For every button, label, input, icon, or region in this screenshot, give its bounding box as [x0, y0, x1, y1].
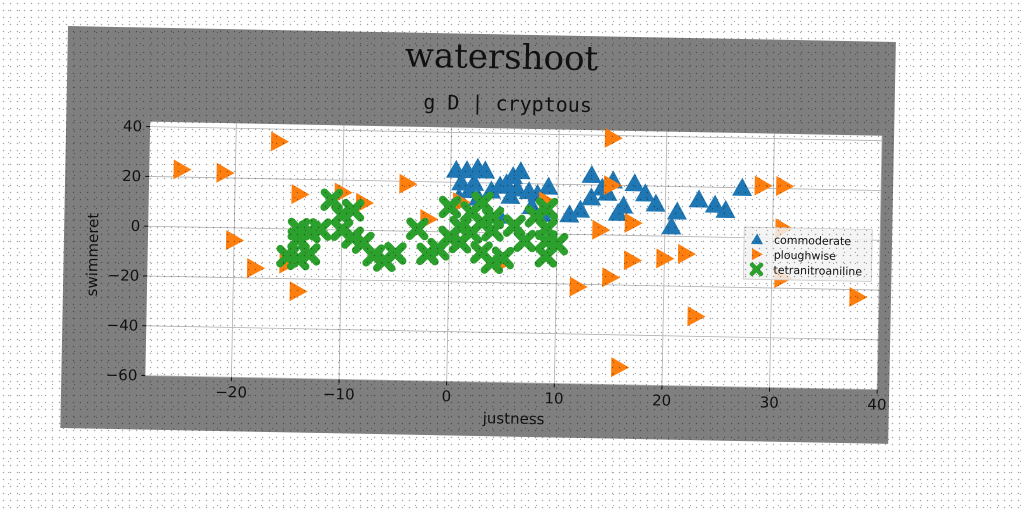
- ploughwise-point: [754, 175, 773, 196]
- commoderate-point: [500, 185, 521, 205]
- tetranitroaniline-point: [309, 218, 332, 241]
- ploughwise-point: [225, 230, 245, 251]
- ploughwise-point: [270, 131, 290, 152]
- ploughwise-point: [687, 306, 706, 327]
- ploughwise-point: [656, 248, 675, 269]
- commoderate-point: [559, 204, 580, 223]
- y-grid-line: [147, 275, 880, 291]
- data-markers: [173, 127, 868, 378]
- y-axis-label: swimmeret: [83, 212, 103, 296]
- legend-box: [742, 226, 873, 282]
- commoderate-point: [666, 201, 687, 220]
- y-tick-label: −60: [106, 366, 138, 385]
- y-tick-label: 20: [122, 167, 141, 185]
- y-grid-line: [146, 325, 879, 341]
- y-grid-line: [145, 375, 878, 391]
- ploughwise-point: [592, 219, 611, 240]
- tetranitroaniline-point: [459, 221, 483, 244]
- y-grid-line: [150, 126, 882, 142]
- x-tick-label: 0: [441, 387, 451, 405]
- x-axis-label: justness: [482, 409, 545, 428]
- ploughwise-point: [603, 175, 622, 196]
- chart-subtitle: g D | cryptous: [423, 90, 592, 117]
- tetranitroaniline-point: [438, 195, 462, 219]
- y-tick-label: −40: [106, 316, 138, 335]
- ploughwise-point: [216, 162, 235, 183]
- commoderate-point: [715, 199, 736, 219]
- x-tick-label: 30: [760, 393, 779, 411]
- commoderate-point: [688, 189, 709, 208]
- commoderate-point: [570, 199, 591, 218]
- axis-ticks: −20 −10 0 10 20 30 40 −60 −40 −20 0 20 40: [106, 117, 887, 414]
- commoderate-point: [451, 172, 472, 191]
- legend-label-ploughwise: ploughwise: [774, 249, 837, 263]
- commoderate-point: [732, 177, 753, 196]
- commoderate-point: [624, 173, 645, 192]
- ploughwise-point: [604, 127, 623, 148]
- commoderate-point: [661, 216, 682, 235]
- legend-marker-tetranitroaniline: [749, 262, 764, 277]
- commoderate-point: [581, 164, 602, 184]
- tetranitroaniline-point: [481, 218, 505, 242]
- ploughwise-point: [624, 212, 643, 233]
- chart-title: watershoot: [404, 36, 598, 80]
- commoderate-point: [645, 193, 666, 212]
- x-tick-label: 10: [544, 389, 563, 407]
- tetranitroaniline-point: [535, 197, 559, 221]
- ploughwise-point: [776, 175, 795, 196]
- ploughwise-point: [611, 357, 630, 378]
- commoderate-point: [635, 183, 656, 202]
- tetranitroaniline-point: [341, 198, 365, 222]
- plot-area: [145, 121, 883, 390]
- y-tick-label: 40: [123, 117, 142, 135]
- tetranitroaniline-point: [491, 246, 515, 270]
- commoderate-point: [510, 161, 531, 180]
- x-tick-label: −10: [323, 385, 355, 404]
- commoderate-point: [475, 160, 496, 179]
- x-grid-line: [876, 135, 883, 390]
- ploughwise-point: [399, 173, 418, 194]
- legend-marker-commoderate: [750, 233, 763, 245]
- x-tick-label: 20: [652, 391, 671, 409]
- x-grid-line: [231, 123, 237, 378]
- x-grid-line: [338, 125, 345, 380]
- ploughwise-point: [601, 267, 621, 288]
- ploughwise-point: [677, 243, 697, 264]
- tetranitroaniline-point: [405, 217, 429, 241]
- ploughwise-point: [849, 286, 868, 307]
- ploughwise-point: [623, 250, 643, 271]
- ploughwise-point: [289, 281, 308, 302]
- x-tick-label: 40: [867, 395, 886, 413]
- x-grid-line: [553, 129, 560, 384]
- ploughwise-point: [291, 184, 310, 205]
- commoderate-point: [581, 187, 602, 206]
- commoderate-point: [538, 176, 559, 195]
- tetranitroaniline-point: [297, 242, 321, 266]
- tetranitroaniline-point: [383, 241, 407, 265]
- legend-marker-ploughwise: [751, 248, 763, 261]
- ploughwise-point: [173, 159, 192, 180]
- commoderate-point: [607, 202, 628, 222]
- y-tick-label: −20: [107, 266, 139, 285]
- x-tick-label: −20: [215, 383, 247, 402]
- legend-label-commoderate: commoderate: [774, 234, 851, 248]
- ploughwise-point: [246, 257, 266, 278]
- legend-label-tetranitroaniline: tetranitroaniline: [773, 264, 862, 279]
- tetranitroaniline-point: [545, 232, 569, 256]
- tetranitroaniline-point: [438, 225, 461, 249]
- ploughwise-point: [569, 276, 588, 297]
- commoderate-point: [704, 194, 725, 213]
- y-tick-label: 0: [130, 217, 140, 235]
- tetranitroaniline-point: [513, 229, 537, 253]
